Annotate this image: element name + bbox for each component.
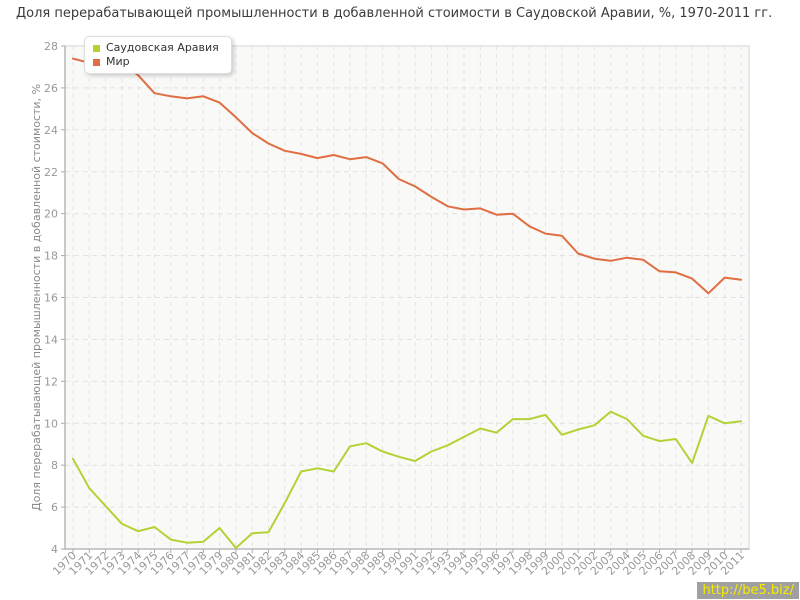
y-tick-label: 6: [51, 501, 58, 514]
y-tick-label: 24: [44, 124, 58, 137]
y-tick-label: 4: [51, 543, 58, 556]
legend-label-saudi-arabia: Саудовская Аравия: [106, 41, 219, 54]
legend: Саудовская Аравия Мир: [84, 36, 232, 74]
y-axis-title: Доля перерабатывающей промышленности в д…: [30, 84, 43, 511]
y-tick-label: 14: [44, 333, 58, 346]
saudi-arabia-series-line: [72, 410, 742, 549]
legend-item-saudi-arabia[interactable]: Саудовская Аравия: [93, 41, 219, 55]
world-series-line: [72, 57, 742, 295]
chart-title: Доля перерабатывающей промышленности в д…: [16, 6, 773, 21]
y-tick-label: 18: [44, 250, 58, 263]
y-tick-label: 22: [44, 166, 58, 179]
world-swatch-icon: [93, 58, 100, 66]
y-tick-label: 8: [51, 459, 58, 472]
legend-label-world: Мир: [106, 55, 130, 68]
y-tick-label: 10: [44, 417, 58, 430]
y-tick-label: 12: [44, 375, 58, 388]
watermark-link[interactable]: http://be5.biz/: [697, 582, 799, 599]
y-tick-label: 26: [44, 82, 58, 95]
legend-item-world[interactable]: Мир: [93, 55, 219, 69]
y-tick-label: 16: [44, 292, 58, 305]
y-tick-label: 28: [44, 40, 58, 53]
saudi-arabia-swatch-icon: [93, 44, 100, 52]
y-tick-label: 20: [44, 208, 58, 221]
